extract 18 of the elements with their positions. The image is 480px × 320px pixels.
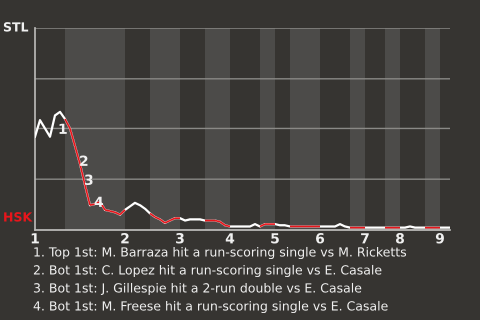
x-tick-label: 6 [316,233,324,244]
text: HSK [4,212,33,222]
annotation: 1 [60,124,67,134]
text: 4. Bot 1st: M. Freese hit a run-scoring single vs E. Casale [34,300,388,314]
text: 2. Bot 1st: C. Lopez hit a run-scoring single vs E. Casale [34,264,382,278]
x-tick-label: 8 [396,233,404,244]
x-tick-label: 3 [176,233,184,244]
x-tick-label: 2 [121,233,129,244]
annotation: 2 [80,156,88,166]
annotation: 3 [84,174,93,186]
x-tick-label: 5 [271,233,279,244]
x-tick-label: 1 [32,233,39,244]
text: 1. Top 1st: M. Barraza hit a run-scoring single vs M. Ricketts [34,246,406,260]
text: 3. Bot 1st: J. Gillespie hit a 2-run double vs E. Casale [34,282,362,296]
x-tick-label: 4 [226,233,234,244]
text: STL [4,22,28,32]
x-tick-label: 7 [361,233,369,244]
x-tick-label: 9 [436,233,444,244]
